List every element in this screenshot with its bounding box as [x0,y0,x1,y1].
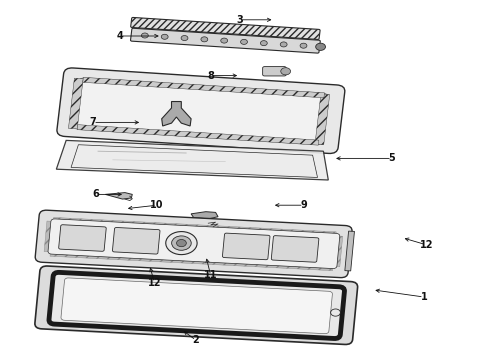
Polygon shape [105,193,132,199]
Text: 5: 5 [389,153,395,163]
FancyBboxPatch shape [263,67,286,76]
FancyBboxPatch shape [83,77,324,98]
Bar [53,217,336,236]
Circle shape [221,38,228,43]
Bar [50,252,333,271]
FancyBboxPatch shape [35,266,358,345]
Bar [44,221,54,252]
Polygon shape [56,140,328,180]
Text: 7: 7 [90,117,97,127]
Text: 12: 12 [147,278,161,288]
FancyBboxPatch shape [49,273,344,338]
Bar [333,236,343,267]
FancyBboxPatch shape [69,78,83,129]
Circle shape [281,68,291,75]
Circle shape [260,41,267,46]
Circle shape [172,236,191,250]
Circle shape [316,43,325,50]
Circle shape [300,43,307,48]
FancyBboxPatch shape [222,233,270,260]
Circle shape [176,239,186,247]
FancyBboxPatch shape [130,28,320,53]
FancyBboxPatch shape [57,68,345,153]
FancyBboxPatch shape [315,94,330,145]
FancyBboxPatch shape [271,236,319,262]
Text: 10: 10 [150,200,164,210]
FancyBboxPatch shape [61,278,332,334]
Text: 2: 2 [193,335,199,345]
Text: 8: 8 [207,71,214,81]
Text: 6: 6 [92,189,99,199]
Text: 1: 1 [420,292,427,302]
FancyBboxPatch shape [77,125,319,145]
Text: 9: 9 [300,200,307,210]
Polygon shape [191,212,218,219]
FancyBboxPatch shape [59,225,106,251]
Circle shape [201,37,208,42]
Circle shape [142,33,148,38]
FancyBboxPatch shape [112,228,160,254]
Circle shape [161,34,168,39]
Text: 4: 4 [117,31,123,41]
Circle shape [166,231,197,255]
Circle shape [241,39,247,44]
FancyBboxPatch shape [35,210,352,278]
Polygon shape [162,102,191,126]
Text: 3: 3 [237,15,244,25]
Text: 11: 11 [204,270,218,280]
FancyBboxPatch shape [74,78,328,144]
FancyBboxPatch shape [48,219,340,269]
FancyBboxPatch shape [131,17,320,40]
Circle shape [181,36,188,41]
Text: 12: 12 [419,240,433,250]
Polygon shape [81,213,96,220]
Bar [345,231,354,271]
Circle shape [280,42,287,47]
